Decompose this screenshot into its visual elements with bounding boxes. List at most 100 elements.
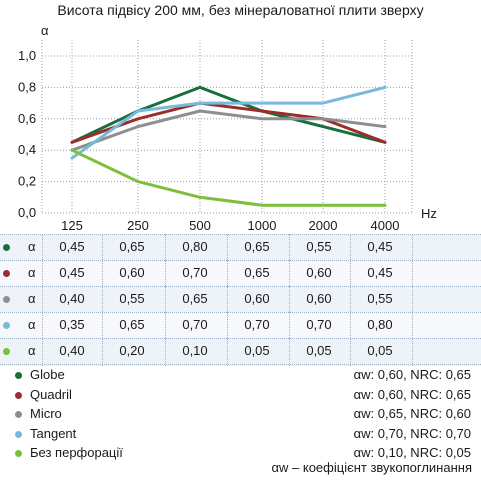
legend-series-name: Без перфорації <box>30 445 123 460</box>
series-line <box>70 109 387 152</box>
table-column-separator <box>289 286 290 314</box>
table-row-label: α <box>28 317 36 332</box>
x-tick-label: 4000 <box>371 218 400 233</box>
table-column-separator <box>289 338 290 366</box>
legend-color-marker <box>15 450 22 457</box>
table-column-separator <box>42 338 43 366</box>
x-tick-label: 500 <box>189 218 211 233</box>
table-row-background <box>0 312 481 340</box>
table-cell: 0,60 <box>244 291 270 306</box>
table-column-separator <box>102 260 103 288</box>
table-column-separator <box>412 286 413 314</box>
table-column-separator <box>350 260 351 288</box>
table-row-background <box>0 338 481 366</box>
table-column-separator <box>102 338 103 366</box>
table-row-separator <box>0 312 481 313</box>
y-tick-label: 0,2 <box>18 174 36 189</box>
line-chart: 0,0 0,2 0,4 0,6 0,8 1,0 125 250 500 1000 2000 4000… <box>18 23 437 233</box>
grid <box>41 40 413 214</box>
series-color-marker <box>3 270 10 277</box>
table-column-separator <box>227 338 228 366</box>
table-column-separator <box>42 312 43 340</box>
table-column-separator <box>350 234 351 262</box>
table-row-background <box>0 286 481 314</box>
table-row-background <box>0 234 481 262</box>
table-column-separator <box>102 234 103 262</box>
table-row-label: α <box>28 343 36 358</box>
table-row-label: α <box>28 265 36 280</box>
legend-color-marker <box>15 391 22 399</box>
x-tick-labels: 125 250 500 1000 2000 4000 <box>61 218 399 233</box>
legend-item: Micro αw: 0,65, NRC: 0,60 <box>0 405 481 425</box>
table-row-label: α <box>28 239 36 254</box>
table-cell: 0,55 <box>306 239 332 254</box>
table-column-separator <box>289 312 290 340</box>
table-column-separator <box>289 260 290 288</box>
table-column-separator <box>227 286 228 314</box>
series-color-marker <box>3 244 10 251</box>
table-column-separator <box>42 234 43 262</box>
legend-nrc-value: αw: 0,60, NRC: 0,65 <box>353 386 471 402</box>
table-row-separator <box>0 234 481 235</box>
x-tick-label: 250 <box>127 218 149 233</box>
legend-item: Quadril αw: 0,60, NRC: 0,65 <box>0 386 481 406</box>
table-column-separator <box>227 260 228 288</box>
series-line <box>70 148 387 207</box>
table-cell: 0,45 <box>367 239 393 254</box>
table-column-separator <box>412 260 413 288</box>
table-cell: 0,45 <box>59 265 85 280</box>
table-row-separator <box>0 260 481 261</box>
table-cell: 0,70 <box>306 317 332 332</box>
table-column-separator <box>350 286 351 314</box>
table-column-separator <box>165 338 166 366</box>
table-row: α 0,45 0,60 0,70 0,65 0,60 0,45 <box>0 260 481 288</box>
table-row: α 0,45 0,65 0,80 0,65 0,55 0,45 <box>0 234 481 262</box>
legend-nrc-value: αw: 0,70, NRC: 0,70 <box>353 425 471 441</box>
legend-color-marker <box>15 430 22 438</box>
table-cell: 0,80 <box>182 239 208 254</box>
x-tick-label: 2000 <box>309 218 338 233</box>
table-cell: 0,70 <box>244 317 270 332</box>
table-column-separator <box>412 234 413 262</box>
series-color-marker <box>3 348 10 355</box>
table-column-separator <box>102 286 103 314</box>
y-tick-label: 1,0 <box>18 48 36 63</box>
y-tick-labels: 0,0 0,2 0,4 0,6 0,8 1,0 <box>18 48 36 220</box>
series-line <box>70 85 387 144</box>
table-column-separator <box>102 312 103 340</box>
table-cell: 0,55 <box>367 291 393 306</box>
y-tick-label: 0,4 <box>18 142 36 157</box>
table-column-separator <box>165 260 166 288</box>
table-cell: 0,70 <box>182 265 208 280</box>
legend-series-name: Micro <box>30 406 62 421</box>
table-row: α 0,35 0,65 0,70 0,70 0,70 0,80 <box>0 312 481 340</box>
table-cell: 0,40 <box>59 343 85 358</box>
table-cell: 0,55 <box>119 291 145 306</box>
x-axis-label: Hz <box>421 206 437 221</box>
x-tick-label: 125 <box>61 218 83 233</box>
table-cell: 0,65 <box>119 317 145 332</box>
table-cell: 0,60 <box>119 265 145 280</box>
y-tick-label: 0,6 <box>18 111 36 126</box>
table-row: α 0,40 0,20 0,10 0,05 0,05 0,05 <box>0 338 481 366</box>
table-column-separator <box>165 234 166 262</box>
table-column-separator <box>289 234 290 262</box>
chart-title: Висота підвісу 200 мм, без мінераловатно… <box>57 2 424 18</box>
table-column-separator <box>350 338 351 366</box>
table-cell: 0,40 <box>59 291 85 306</box>
legend-item: Без перфорації αw: 0,10, NRC: 0,05 <box>0 444 481 464</box>
table-cell: 0,45 <box>59 239 85 254</box>
table-row: α 0,40 0,55 0,65 0,60 0,60 0,55 <box>0 286 481 314</box>
legend-nrc-value: αw: 0,60, NRC: 0,65 <box>353 367 471 382</box>
table-cell: 0,65 <box>244 239 270 254</box>
table-column-separator <box>227 234 228 262</box>
y-tick-label: 0,0 <box>18 205 36 220</box>
legend-item: Tangent αw: 0,70, NRC: 0,70 <box>0 425 481 445</box>
table-cell: 0,60 <box>306 265 332 280</box>
table-column-separator <box>165 312 166 340</box>
table-cell: 0,65 <box>244 265 270 280</box>
legend-nrc-value: αw: 0,65, NRC: 0,60 <box>353 406 471 421</box>
series-line <box>70 101 387 144</box>
table-cell: 0,45 <box>367 265 393 280</box>
series-color-marker <box>3 322 10 329</box>
